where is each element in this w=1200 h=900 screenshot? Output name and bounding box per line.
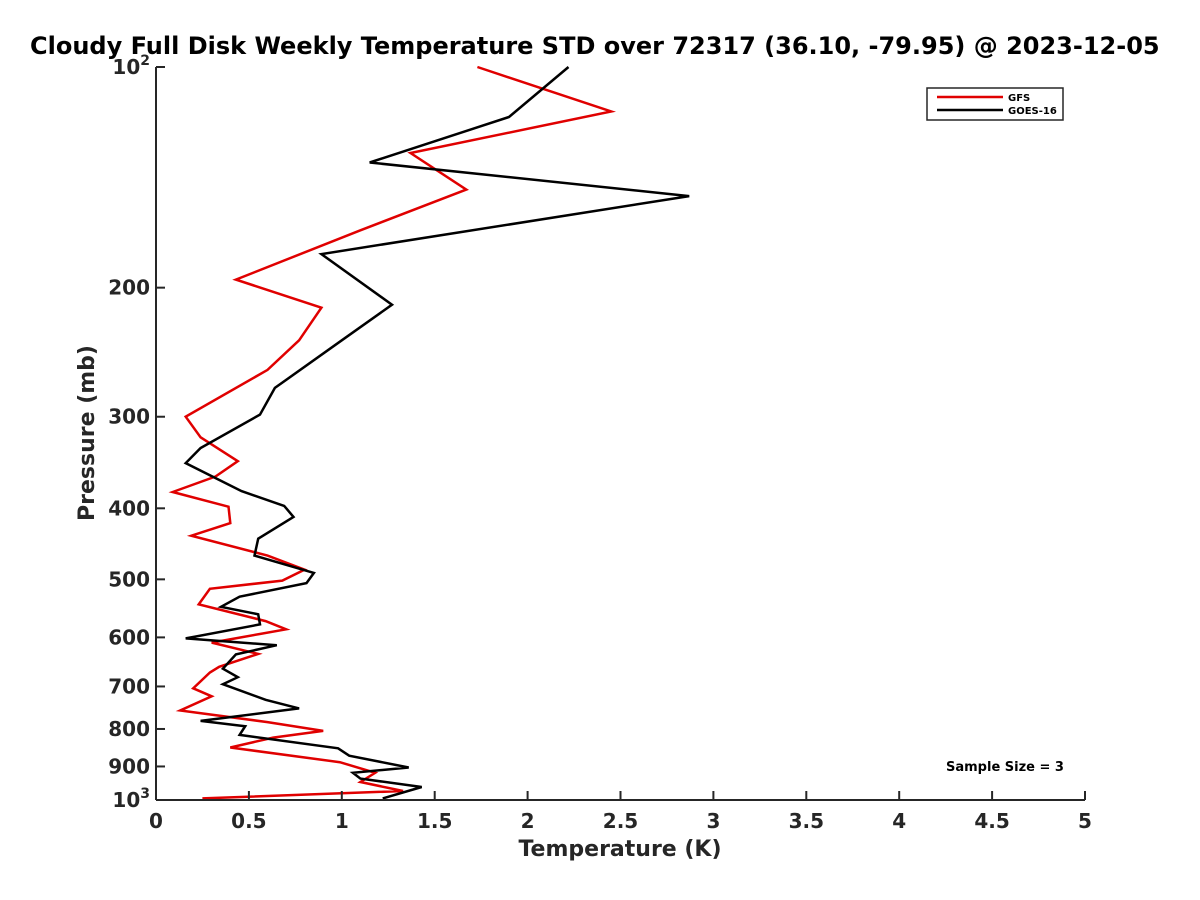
y-tick-label: 700 bbox=[108, 674, 150, 698]
y-tick-label: 300 bbox=[108, 405, 150, 429]
y-tick-label: 200 bbox=[108, 276, 150, 300]
series-line-gfs bbox=[168, 65, 617, 800]
legend-label-goes16: GOES-16 bbox=[1008, 106, 1057, 117]
axes-layer bbox=[155, 67, 1085, 801]
legend-label-gfs: GFS bbox=[1008, 93, 1030, 104]
x-tick-label: 4.5 bbox=[974, 809, 1009, 833]
x-tick-label: 5 bbox=[1078, 809, 1092, 833]
x-tick-label: 0 bbox=[149, 809, 163, 833]
y-tick-label: 103 bbox=[112, 786, 150, 812]
y-tick-label: 500 bbox=[108, 567, 150, 591]
y-tick-label: 800 bbox=[108, 717, 150, 741]
chart-title: Cloudy Full Disk Weekly Temperature STD … bbox=[30, 32, 1160, 60]
x-tick-label: 1 bbox=[335, 809, 349, 833]
x-tick-label: 3.5 bbox=[789, 809, 824, 833]
legend: GFS GOES-16 bbox=[926, 87, 1064, 121]
y-tick-label: 600 bbox=[108, 625, 150, 649]
y-axis-label: Pressure (mb) bbox=[75, 345, 100, 521]
x-tick-label: 2.5 bbox=[603, 809, 638, 833]
legend-box bbox=[926, 87, 1064, 121]
x-tick-label: 0.5 bbox=[231, 809, 266, 833]
x-tick-label: 1.5 bbox=[417, 809, 452, 833]
x-tick-label: 2 bbox=[521, 809, 535, 833]
y-tick-label: 102 bbox=[112, 53, 150, 79]
sample-size-annotation: Sample Size = 3 bbox=[946, 760, 1064, 775]
series-layer bbox=[168, 65, 690, 800]
series-line-goes16 bbox=[183, 66, 690, 800]
y-axis-ticks: 102 200 300 400 500 600 700 800 900 103 bbox=[108, 53, 165, 812]
x-axis-ticks: 0 0.5 1 1.5 2 2.5 3 3.5 4 4.5 5 bbox=[149, 791, 1092, 833]
x-axis-label: Temperature (K) bbox=[518, 837, 721, 862]
y-tick-label: 400 bbox=[108, 496, 150, 520]
x-tick-label: 3 bbox=[706, 809, 720, 833]
y-tick-label: 900 bbox=[108, 754, 150, 778]
x-tick-label: 4 bbox=[892, 809, 906, 833]
